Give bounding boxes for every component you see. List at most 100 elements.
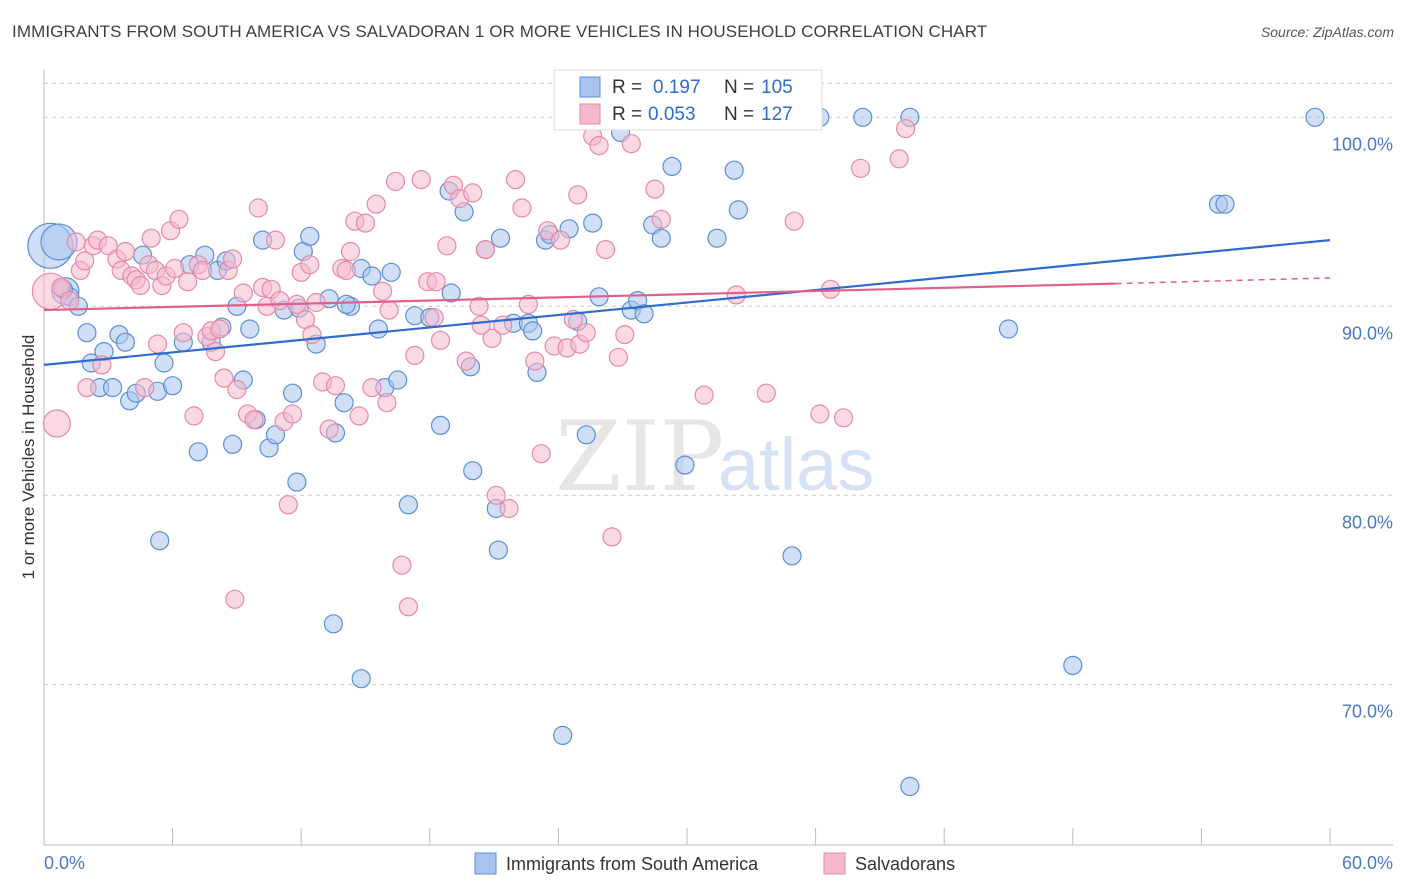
legend-r-value-2: 0.053 xyxy=(648,104,696,125)
point-immigrants-97 xyxy=(150,531,170,551)
point-immigrants-98 xyxy=(782,546,802,566)
point-salvadorans-85 xyxy=(475,240,496,260)
legend-top: R = 0.197 N = 105 R = 0.053 N = 127 xyxy=(553,69,823,131)
chart-title: IMMIGRANTS FROM SOUTH AMERICA VS SALVADO… xyxy=(12,22,988,41)
point-salvadorans-6 xyxy=(75,251,95,271)
point-salvadorans-84 xyxy=(469,296,489,316)
point-immigrants-61 xyxy=(488,540,508,560)
point-salvadorans-118 xyxy=(850,158,871,178)
point-salvadorans-60 xyxy=(325,376,346,396)
point-salvadorans-70 xyxy=(379,300,399,320)
legend-n-value-1: 105 xyxy=(761,77,793,98)
trend-line-immigrants xyxy=(43,239,1331,366)
grid: 70.0% 80.0% 90.0% 100.0% xyxy=(44,82,1393,721)
point-immigrants-91 xyxy=(1215,194,1235,214)
point-immigrants-84 xyxy=(728,200,749,220)
legend-bottom-label-salvadorans: Salvadorans xyxy=(855,854,955,874)
point-salvadorans-78 xyxy=(430,330,451,350)
legend-n-value-2: 127 xyxy=(761,104,793,125)
point-salvadorans-35 xyxy=(205,342,226,362)
point-salvadorans-18 xyxy=(135,378,155,398)
point-immigrants-82 xyxy=(707,228,727,248)
point-salvadorans-108 xyxy=(621,134,641,154)
legend-r-label-2: R = xyxy=(612,104,642,125)
point-immigrants-11 xyxy=(115,332,136,352)
point-salvadorans-104 xyxy=(595,240,616,260)
legend-n-label-2: N = xyxy=(724,104,754,125)
point-salvadorans-26 xyxy=(165,258,185,279)
point-salvadorans-20 xyxy=(141,228,161,248)
point-immigrants-9 xyxy=(102,378,123,398)
point-immigrants-35 xyxy=(287,472,307,492)
point-salvadorans-115 xyxy=(810,404,830,424)
legend-swatch-pink xyxy=(579,103,601,125)
point-immigrants-96 xyxy=(900,776,920,797)
point-salvadorans-56 xyxy=(300,255,320,275)
point-immigrants-34 xyxy=(283,383,303,403)
point-salvadorans-114 xyxy=(784,211,804,231)
series-salvadorans-points xyxy=(31,119,916,617)
point-salvadorans-97 xyxy=(550,230,571,250)
point-salvadorans-32 xyxy=(193,260,213,280)
point-salvadorans-74 xyxy=(405,345,425,365)
point-salvadorans-125 xyxy=(471,315,491,335)
point-salvadorans-75 xyxy=(411,170,431,190)
point-salvadorans-94 xyxy=(531,444,551,464)
point-immigrants-88 xyxy=(998,319,1019,339)
point-salvadorans-52 xyxy=(283,404,303,424)
point-salvadorans-124 xyxy=(426,272,446,292)
point-salvadorans-73 xyxy=(398,597,418,617)
point-salvadorans-14 xyxy=(115,241,136,262)
point-salvadorans-41 xyxy=(233,283,253,303)
point-immigrants-60 xyxy=(490,228,511,248)
point-salvadorans-92 xyxy=(518,294,539,314)
point-immigrants-37 xyxy=(300,226,320,246)
point-salvadorans-66 xyxy=(355,213,376,233)
point-salvadorans-40 xyxy=(227,379,247,400)
y-axis-title: 1 or more Vehicles in Household xyxy=(19,335,38,580)
point-salvadorans-111 xyxy=(694,385,714,405)
point-salvadorans-59 xyxy=(319,419,339,439)
point-immigrants-5 xyxy=(77,323,97,343)
point-immigrants-16 xyxy=(154,353,174,373)
point-salvadorans-67 xyxy=(362,378,382,398)
watermark: ZIP atlas xyxy=(555,401,874,513)
point-immigrants-45 xyxy=(368,319,388,339)
legend-r-label-1: R = xyxy=(612,77,642,98)
legend-bottom-swatch-blue xyxy=(474,852,497,875)
point-immigrants-64 xyxy=(523,321,543,341)
point-immigrants-89 xyxy=(1063,655,1083,676)
point-salvadorans-103 xyxy=(589,136,609,156)
point-immigrants-92 xyxy=(1305,107,1325,127)
point-salvadorans-36 xyxy=(210,319,230,339)
point-salvadorans-49 xyxy=(270,291,290,311)
legend-bottom-label-immigrants: Immigrants from South America xyxy=(506,854,759,874)
point-salvadorans-122 xyxy=(302,325,322,345)
y-tick-label-100: 100.0% xyxy=(1332,134,1393,154)
trend-line-salvadorans-dashed xyxy=(1115,277,1331,285)
point-salvadorans-39 xyxy=(223,249,243,269)
point-salvadorans-43 xyxy=(244,410,264,430)
point-salvadorans-110 xyxy=(651,209,671,229)
point-immigrants-106 xyxy=(336,294,356,314)
point-salvadorans-4 xyxy=(66,232,86,252)
trend-line-salvadorans xyxy=(43,282,1116,312)
point-immigrants-20 xyxy=(188,442,208,462)
point-salvadorans-83 xyxy=(463,183,483,203)
point-salvadorans-44 xyxy=(248,198,268,218)
point-salvadorans-51 xyxy=(278,495,298,515)
point-salvadorans-87 xyxy=(486,485,506,505)
legend-swatch-blue xyxy=(579,76,601,98)
point-salvadorans-89 xyxy=(499,498,519,519)
point-salvadorans-93 xyxy=(525,351,545,371)
point-salvadorans-62 xyxy=(336,260,356,280)
point-salvadorans-123 xyxy=(377,393,397,413)
point-immigrants-71 xyxy=(583,213,603,233)
point-salvadorans-107 xyxy=(615,325,635,345)
point-immigrants-41 xyxy=(334,393,354,413)
watermark-atlas: atlas xyxy=(718,423,874,506)
source-label: Source: ZipAtlas.com xyxy=(1260,24,1394,40)
point-salvadorans-91 xyxy=(512,198,532,218)
point-immigrants-79 xyxy=(651,228,671,248)
